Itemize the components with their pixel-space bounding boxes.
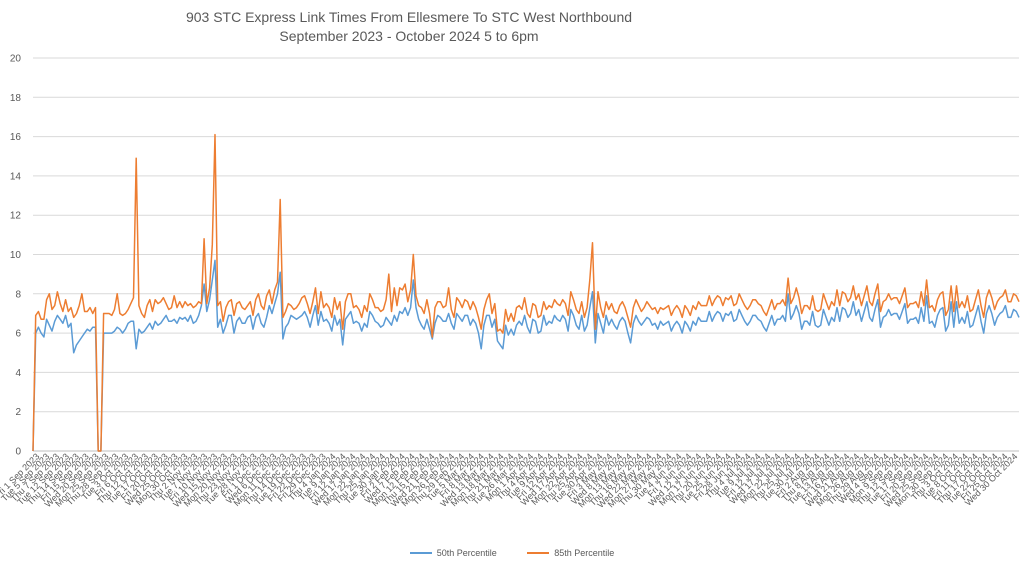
y-tick-label: 0 bbox=[15, 447, 21, 458]
y-tick-label: 16 bbox=[10, 132, 22, 143]
y-tick-label: 20 bbox=[10, 54, 22, 65]
y-tick-label: 12 bbox=[10, 211, 22, 222]
series-line-85th-percentile bbox=[32, 133, 1020, 452]
y-tick-label: 6 bbox=[15, 329, 21, 340]
legend-swatch-85th bbox=[527, 552, 550, 554]
legend-item-50th: 50th Percentile bbox=[409, 548, 497, 558]
legend-label-85th: 85th Percentile bbox=[554, 548, 615, 558]
y-tick-label: 4 bbox=[15, 368, 21, 379]
legend-item-85th: 85th Percentile bbox=[527, 548, 614, 558]
legend-swatch-50th bbox=[409, 552, 432, 554]
chart-title: 903 STC Express Link Times From Ellesmer… bbox=[185, 9, 633, 25]
chart-title-block: 903 STC Express Link Times From Ellesmer… bbox=[0, 8, 818, 46]
legend-label-50th: 50th Percentile bbox=[436, 548, 497, 558]
chart-subtitle: September 2023 - October 2024 5 to 6pm bbox=[279, 28, 539, 44]
y-tick-label: 8 bbox=[15, 289, 21, 300]
y-tick-label: 18 bbox=[10, 93, 22, 104]
y-tick-label: 14 bbox=[10, 171, 22, 182]
series-line-50th-percentile bbox=[32, 259, 1020, 452]
y-axis-ticks: 0 2 4 6 8 10 12 14 16 18 20 bbox=[10, 54, 22, 458]
y-tick-label: 2 bbox=[15, 407, 21, 418]
gridlines bbox=[33, 57, 1019, 452]
series-lines bbox=[32, 133, 1020, 452]
legend: 50th Percentile 85th Percentile bbox=[0, 546, 1024, 558]
y-tick-label: 10 bbox=[10, 250, 22, 261]
